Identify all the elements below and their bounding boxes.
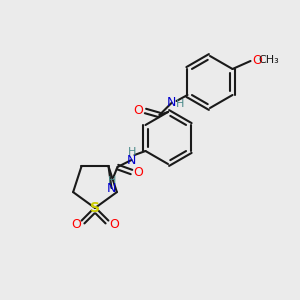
Text: N: N — [167, 97, 176, 110]
Text: S: S — [90, 201, 100, 215]
Text: N: N — [107, 182, 116, 194]
Text: O: O — [109, 218, 119, 230]
Text: H: H — [176, 99, 185, 109]
Text: H: H — [108, 176, 117, 186]
Text: CH₃: CH₃ — [258, 55, 279, 65]
Text: O: O — [134, 166, 143, 178]
Text: O: O — [134, 103, 143, 116]
Text: N: N — [127, 154, 136, 166]
Text: H: H — [128, 147, 137, 157]
Text: O: O — [71, 218, 81, 230]
Text: O: O — [253, 53, 262, 67]
